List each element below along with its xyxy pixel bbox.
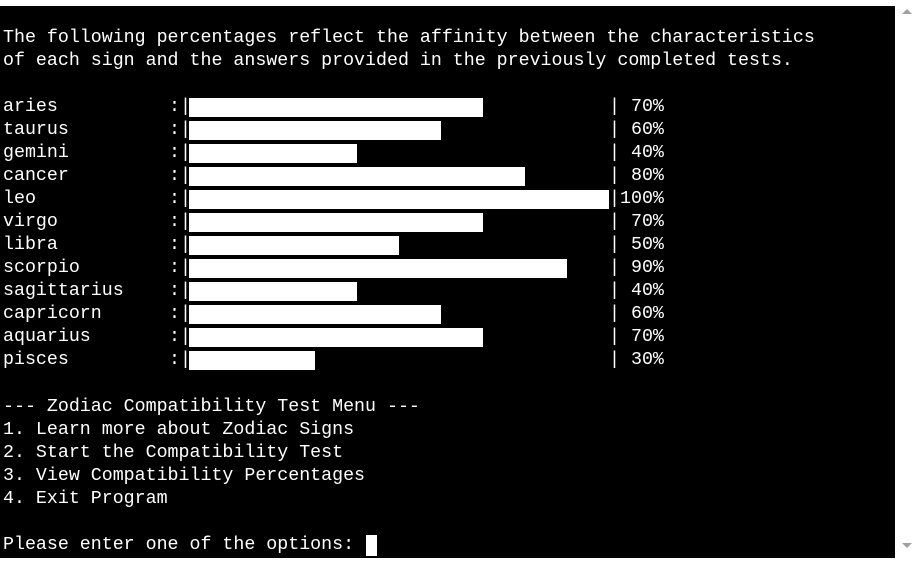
menu-option-4: 4. Exit Program [3, 489, 168, 509]
percent-label: 60% [620, 304, 664, 324]
bar-pisces [189, 351, 315, 370]
sign-name: sagittarius [3, 281, 124, 301]
bar-sagittarius [189, 282, 357, 301]
bar-track [189, 282, 609, 301]
bar-end: | [609, 258, 620, 278]
percent-label: 100% [620, 189, 664, 209]
percent-label: 30% [620, 350, 664, 370]
bar-separator: :| [169, 166, 191, 186]
bar-leo [189, 190, 609, 209]
percent-label: 60% [620, 120, 664, 140]
bar-end: | [609, 166, 620, 186]
bar-separator: :| [169, 350, 191, 370]
bar-aries [189, 98, 483, 117]
bar-separator: :| [169, 97, 191, 117]
percent-label: 40% [620, 281, 664, 301]
intro-line-1: The following percentages reflect the af… [3, 28, 815, 48]
bar-track [189, 305, 609, 324]
sign-name: cancer [3, 166, 69, 186]
bar-separator: :| [169, 212, 191, 232]
text-cursor[interactable] [366, 535, 377, 556]
bar-aquarius [189, 328, 483, 347]
bar-end: | [609, 327, 620, 347]
sign-name: gemini [3, 143, 69, 163]
percent-label: 80% [620, 166, 664, 186]
bar-separator: :| [169, 235, 191, 255]
bar-track [189, 167, 609, 186]
bar-end: | [609, 304, 620, 324]
sign-name: scorpio [3, 258, 80, 278]
bar-virgo [189, 213, 483, 232]
input-prompt: Please enter one of the options: [3, 535, 366, 555]
bar-end: | [609, 281, 620, 301]
bar-libra [189, 236, 399, 255]
percent-label: 70% [620, 327, 664, 347]
bar-track [189, 259, 609, 278]
bar-track [189, 213, 609, 232]
bar-end: | [609, 120, 620, 140]
scroll-down-arrow-icon[interactable] [902, 543, 912, 548]
bar-end: | [609, 97, 620, 117]
bar-end: | [609, 235, 620, 255]
bar-taurus [189, 121, 441, 140]
bar-separator: :| [169, 143, 191, 163]
bar-capricorn [189, 305, 441, 324]
menu-title: --- Zodiac Compatibility Test Menu --- [3, 397, 420, 417]
bar-track [189, 144, 609, 163]
percent-label: 70% [620, 212, 664, 232]
percent-label: 50% [620, 235, 664, 255]
sign-name: libra [3, 235, 58, 255]
bar-track [189, 98, 609, 117]
bar-gemini [189, 144, 357, 163]
sign-name: virgo [3, 212, 58, 232]
bar-track [189, 236, 609, 255]
percent-label: 40% [620, 143, 664, 163]
sign-name: aquarius [3, 327, 91, 347]
bar-separator: :| [169, 304, 191, 324]
sign-name: leo [3, 189, 36, 209]
bar-cancer [189, 167, 525, 186]
sign-name: taurus [3, 120, 69, 140]
bar-separator: :| [169, 258, 191, 278]
bar-scorpio [189, 259, 567, 278]
terminal-output[interactable]: The following percentages reflect the af… [0, 6, 895, 558]
menu-option-2: 2. Start the Compatibility Test [3, 443, 344, 463]
scroll-up-arrow-icon[interactable] [902, 9, 912, 14]
bar-separator: :| [169, 281, 191, 301]
percent-label: 70% [620, 97, 664, 117]
menu-option-1: 1. Learn more about Zodiac Signs [3, 420, 355, 440]
bar-track [189, 351, 609, 370]
bar-track [189, 190, 609, 209]
sign-name: aries [3, 97, 58, 117]
bar-end: | [609, 350, 620, 370]
bar-separator: :| [169, 327, 191, 347]
bar-end: | [609, 143, 620, 163]
menu-option-3: 3. View Compatibility Percentages [3, 466, 366, 486]
vertical-scrollbar[interactable] [895, 0, 922, 561]
sign-name: pisces [3, 350, 69, 370]
intro-line-2: of each sign and the answers provided in… [3, 51, 793, 71]
sign-name: capricorn [3, 304, 102, 324]
bar-track [189, 121, 609, 140]
bar-track [189, 328, 609, 347]
bar-separator: :| [169, 189, 191, 209]
bar-end: | [609, 189, 620, 209]
bar-separator: :| [169, 120, 191, 140]
percent-label: 90% [620, 258, 664, 278]
bar-end: | [609, 212, 620, 232]
